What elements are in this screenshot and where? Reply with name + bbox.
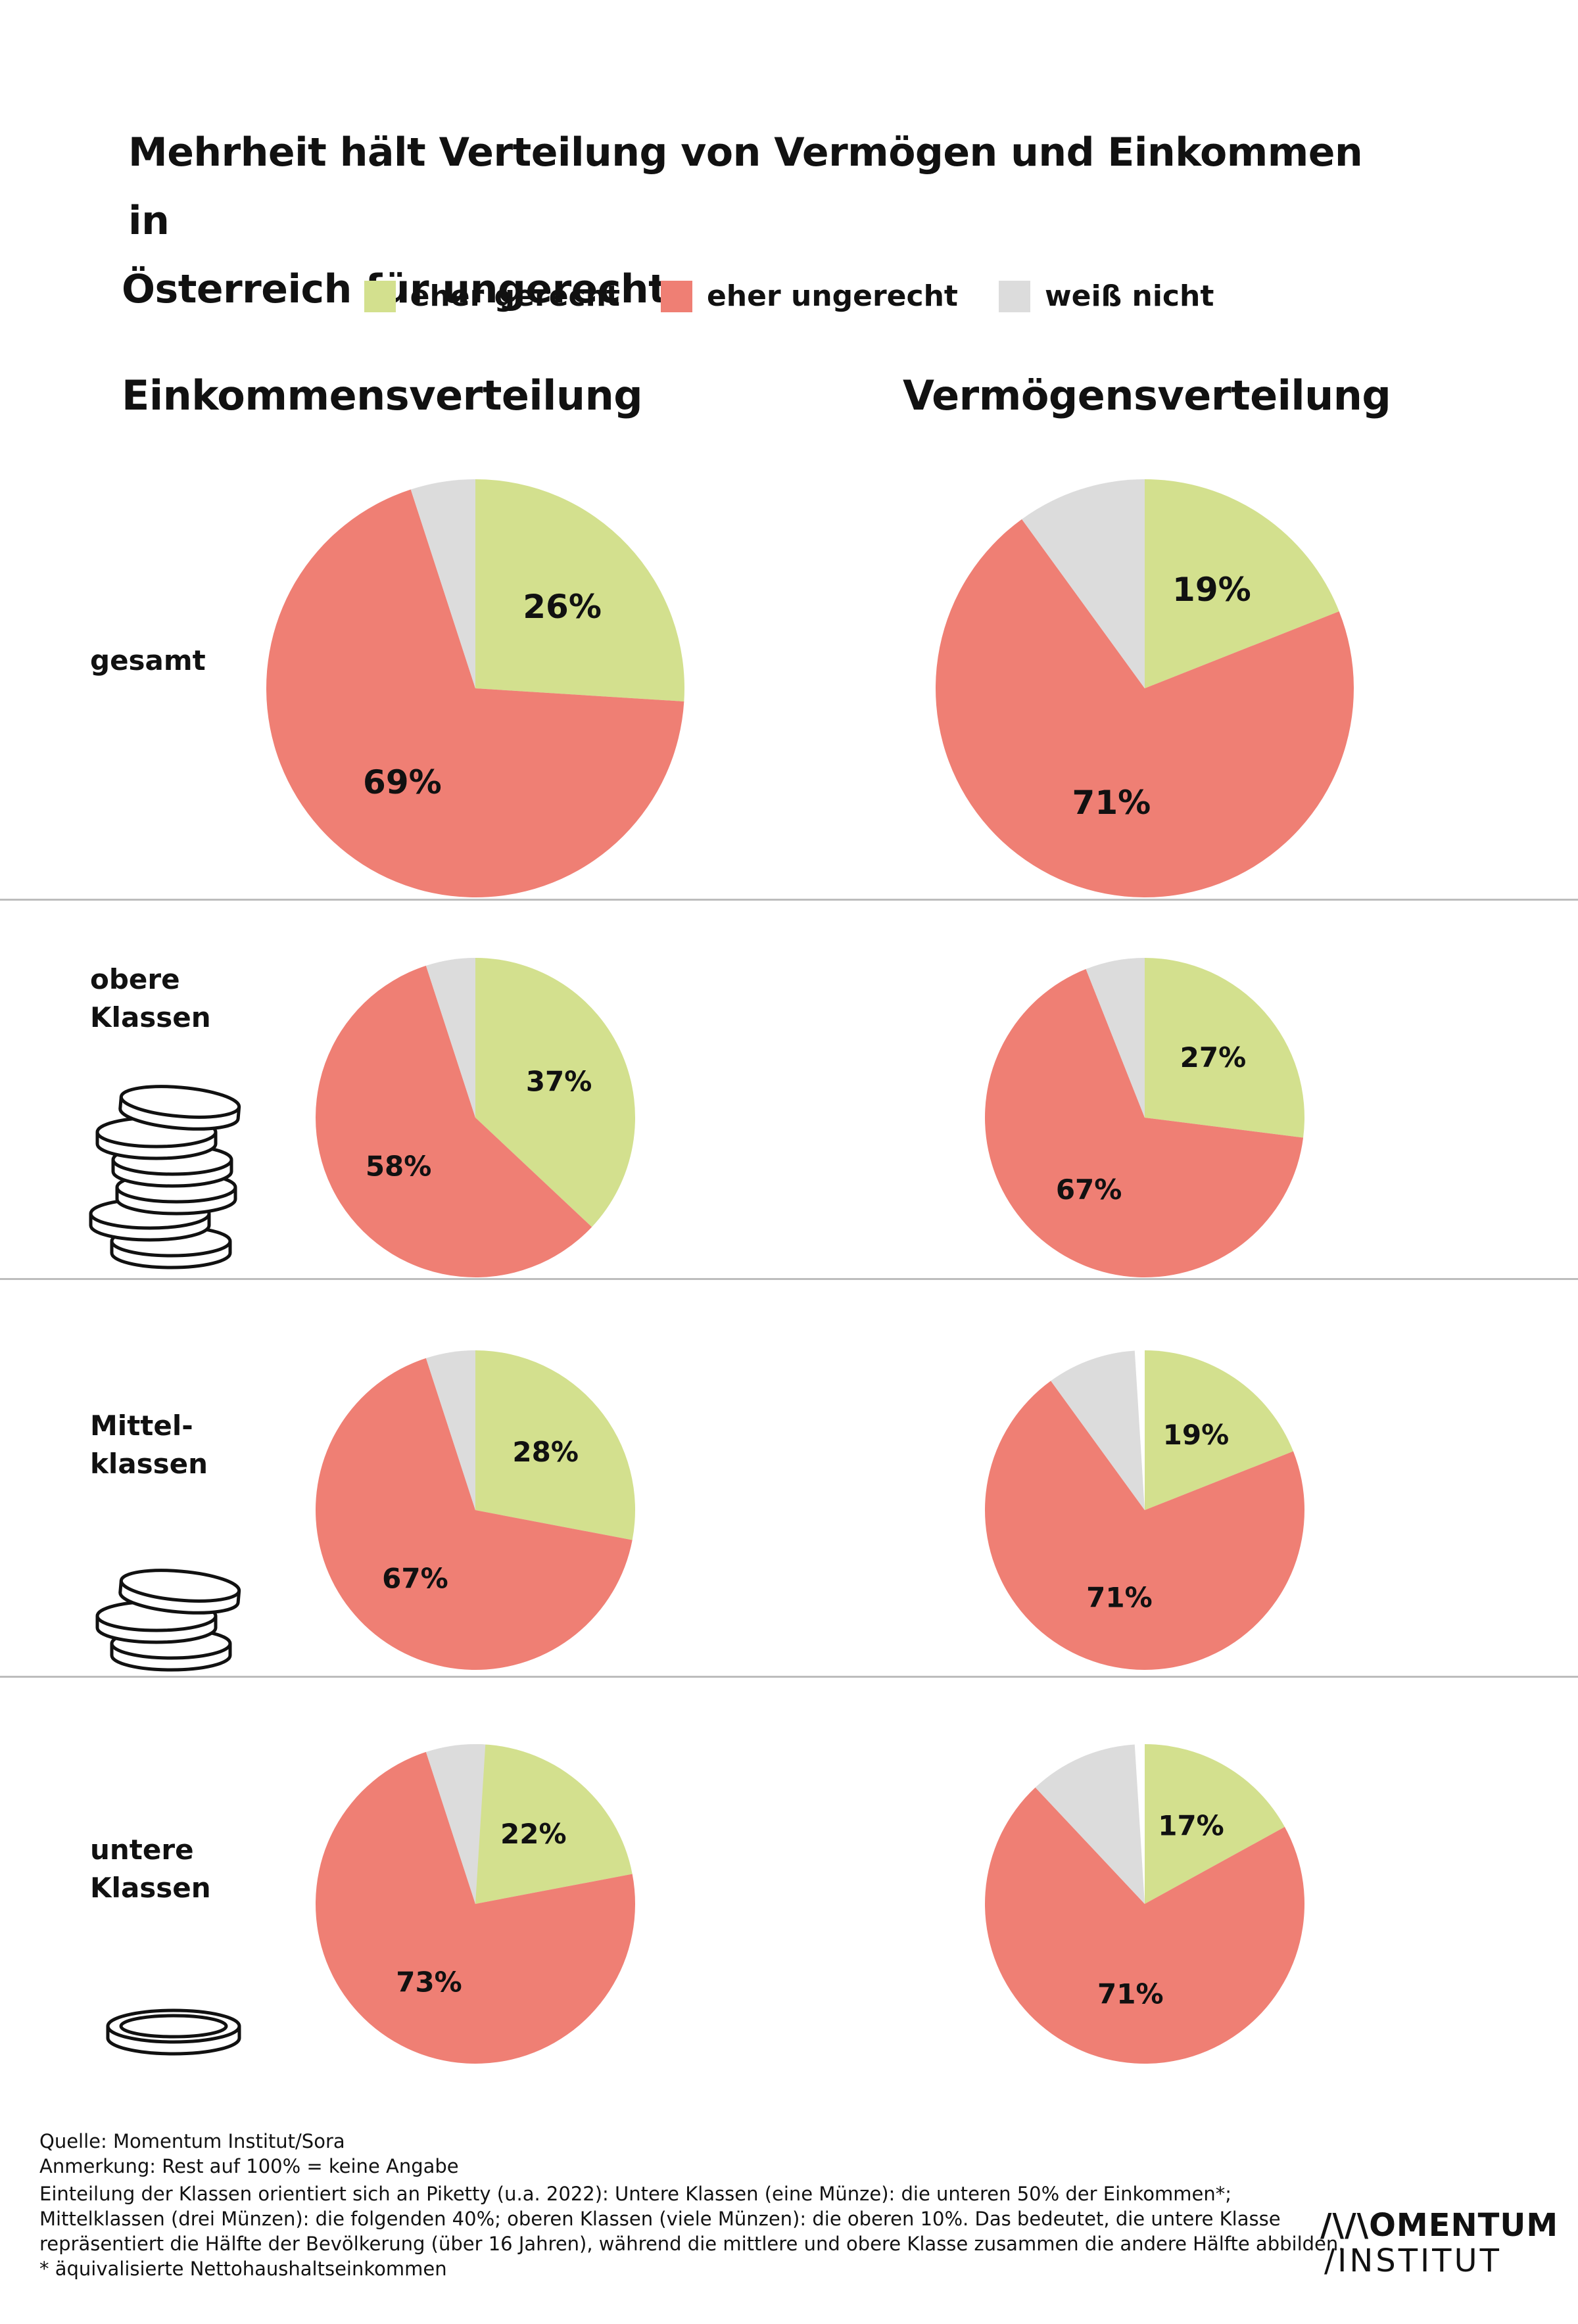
legend-swatch-gerecht [364,280,396,312]
legend-item-ungerecht: eher ungerecht [660,279,958,313]
pie-slice-weiss-nicht [425,958,475,1118]
pie-value-label-ungerecht: 71% [1097,1978,1164,2010]
pie-value-label-gerecht: 17% [1158,1809,1224,1841]
footnote-line: Einteilung der Klassen orientiert sich a… [39,2183,1232,2205]
row-divider [0,1278,1578,1280]
pie-value-label-gerecht: 19% [1172,571,1251,609]
coin-single-icon [106,2008,241,2056]
pie-value-label-gerecht: 37% [526,1066,592,1098]
pie-slice-ungerecht [985,1787,1305,2064]
pie-slice-ungerecht [266,489,684,897]
pie-slice-weiss-nicht [1051,1350,1145,1510]
pie-slice-weiss-nicht [425,1350,475,1510]
pie-slice-ungerecht [985,1381,1305,1671]
coin-icons [89,1085,241,2056]
pie-chart-2: 19% 71% [935,479,1354,897]
row-divider [0,1676,1578,1678]
logo-line-bottom: /INSTITUT [1324,2242,1502,2279]
pie-slice-gerecht [475,1744,633,1904]
pie-slice-gerecht [1145,1744,1285,1904]
row-label-line: untere [90,1834,194,1866]
footnote-line: repräsentiert die Hälfte der Bevölkerung… [39,2233,1345,2255]
pie-slice-gerecht [475,1350,636,1540]
logo-line-top: /\/\OMENTUM [1320,2207,1559,2244]
pie-value-label-ungerecht: 71% [1072,784,1151,822]
pie-value-label-ungerecht: 67% [382,1562,448,1594]
row-label-line: klassen [90,1448,208,1480]
row-label-line: gesamt [90,644,206,676]
pie-value-label-ungerecht: 71% [1086,1582,1153,1614]
column-title-vermoegen: Vermögensverteilung [903,371,1391,419]
pie-slice-ungerecht [935,519,1354,897]
row-label-line: Klassen [90,1001,211,1033]
pie-slice-gerecht [1145,479,1339,688]
legend: eher gerecht eher ungerecht weiß nicht [0,279,1578,313]
pie-slice-weiss-nicht [1035,1744,1145,1904]
legend-item-weiss-nicht: weiß nicht [998,279,1214,313]
coin-stack-many-icon [89,1085,241,1269]
footnote-note: Anmerkung: Rest auf 100% = keine Angabe [39,2155,459,2177]
pie-slice-ungerecht [316,1358,633,1670]
chart-title: Mehrheit hält Verteilung von Vermögen un… [122,118,1371,323]
pie-value-label-gerecht: 27% [1180,1041,1247,1074]
row-label-line: Klassen [90,1872,211,1904]
pie-chart-7: 22% 73% [316,1743,636,2064]
pie-slice-gerecht [1145,1350,1293,1510]
pie-chart-1: 26% 69% [266,479,684,897]
footnote-line: * äquivalisierte Nettohaushaltseinkommen [39,2258,447,2280]
momentum-institut-logo: /\/\OMENTUM /INSTITUT [1320,2208,1558,2279]
pie-value-label-gerecht: 26% [523,588,602,626]
pie-chart-6: 19% 71% [985,1350,1305,1671]
pie-value-label-ungerecht: 73% [396,1966,462,1999]
row-label-untere-klassen: untere Klassen [90,1831,211,1907]
legend-item-gerecht: eher gerecht [364,279,620,313]
pie-chart-3: 37% 58% [315,958,635,1277]
pie-slice-weiss-nicht [1022,479,1145,688]
legend-label-gerecht: eher gerecht [410,279,620,313]
pie-slice-weiss-nicht [425,1743,486,1904]
legend-label-ungerecht: eher ungerecht [706,279,958,313]
coin-stack-three-icon [95,1569,241,1672]
footnotes: Quelle: Momentum Institut/Sora Anmerkung… [39,2129,1345,2281]
pie-slice-ungerecht [984,969,1304,1277]
pie-slice-weiss-nicht [1086,958,1145,1118]
column-title-einkommen: Einkommensverteilung [122,371,643,419]
pie-slice-ungerecht [315,965,592,1277]
pie-value-label-ungerecht: 69% [363,763,442,801]
row-divider [0,899,1578,901]
footnote-source: Quelle: Momentum Institut/Sora [39,2130,345,2152]
title-line-1: Mehrheit hält Verteilung von Vermögen un… [128,130,1363,244]
pie-slice-gerecht [475,479,684,701]
pie-slice-ungerecht [316,1751,636,2064]
pie-slice-gerecht [475,958,635,1227]
row-label-line: obere [90,963,180,995]
row-label-mittelklassen: Mittel- klassen [90,1407,208,1483]
footnote-line: Mittelklassen (drei Münzen): die folgend… [39,2208,1281,2230]
pie-chart-5: 28% 67% [316,1350,636,1670]
pie-value-label-ungerecht: 67% [1056,1174,1122,1206]
row-label-gesamt: gesamt [90,642,206,680]
pie-value-label-gerecht: 22% [500,1818,567,1850]
pie-chart-8: 17% 71% [985,1744,1305,2064]
pie-slice-gerecht [1145,958,1304,1138]
legend-swatch-ungerecht [660,280,692,312]
legend-label-weiss-nicht: weiß nicht [1044,279,1214,313]
pie-chart-4: 27% 67% [984,958,1304,1277]
pie-value-label-ungerecht: 58% [366,1150,432,1183]
pie-value-label-gerecht: 19% [1163,1419,1230,1451]
row-label-line: Mittel- [90,1410,193,1442]
pie-slice-weiss-nicht [410,479,475,688]
pie-value-label-gerecht: 28% [512,1436,579,1468]
legend-swatch-weiss-nicht [998,280,1030,312]
row-label-obere-klassen: obere Klassen [90,960,211,1037]
